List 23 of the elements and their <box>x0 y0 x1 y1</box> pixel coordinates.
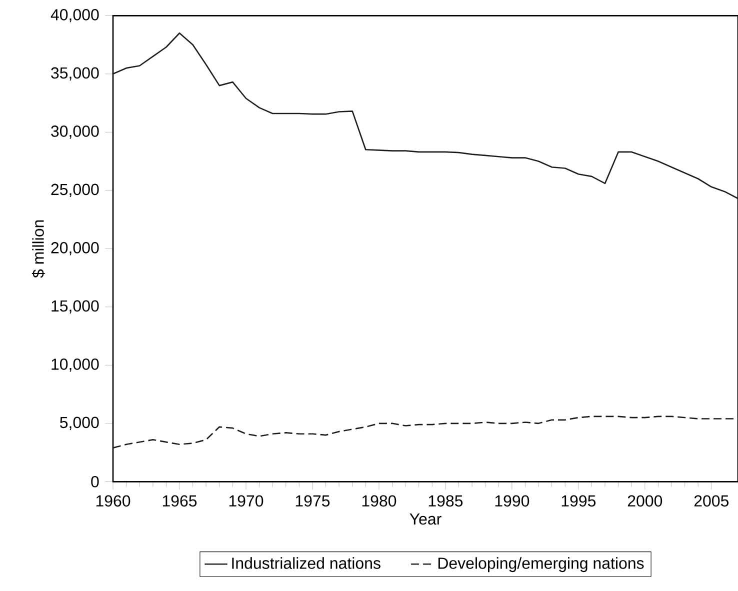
x-tick-label: 1970 <box>229 495 264 507</box>
y-tick-label: 20,000 <box>51 242 99 256</box>
legend-label: Developing/emerging nations <box>438 557 644 572</box>
x-tick-label: 2005 <box>694 495 729 507</box>
x-tick-label: 1985 <box>428 495 463 507</box>
y-tick-label: 5,000 <box>60 416 99 430</box>
y-tick-label: 15,000 <box>52 300 99 314</box>
x-tick-label: 1995 <box>562 495 596 507</box>
y-tick-label: 35,000 <box>51 67 99 81</box>
x-tick-label: 1990 <box>495 495 530 507</box>
y-tick-label: 0 <box>91 476 99 488</box>
y-axis-title: $ million <box>32 220 45 278</box>
x-axis-title: Year <box>410 514 442 525</box>
y-tick-label: 30,000 <box>51 126 99 139</box>
y-tick-label: 10,000 <box>52 358 99 372</box>
y-tick-label: 25,000 <box>51 184 99 198</box>
x-tick-label: 2000 <box>628 495 662 507</box>
x-tick-label: 1965 <box>162 495 197 507</box>
legend-label: Industrialized nations <box>232 557 380 569</box>
x-tick-label: 1980 <box>362 495 396 507</box>
y-tick-label: 40,000 <box>50 9 99 22</box>
x-tick-label: 1960 <box>96 495 130 507</box>
x-tick-label: 1975 <box>296 495 330 507</box>
